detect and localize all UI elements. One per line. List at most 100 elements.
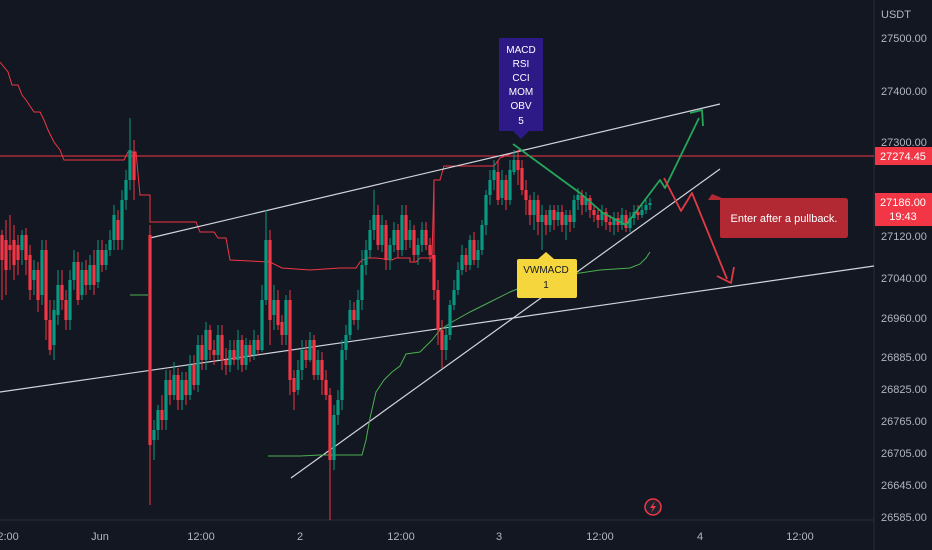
- candle-body: [168, 380, 172, 395]
- candle-body: [332, 415, 336, 460]
- candle-body: [272, 300, 276, 315]
- price-tick-label: 26765.00: [881, 416, 927, 428]
- candle-body: [544, 215, 548, 225]
- candle-body: [72, 262, 76, 280]
- candle-body: [132, 152, 136, 180]
- flash-icon[interactable]: [644, 498, 662, 516]
- candle-body: [628, 218, 632, 228]
- current-price-label: 27186.00 19:43: [875, 193, 932, 226]
- candle-body: [248, 345, 252, 355]
- candle-body: [216, 335, 220, 355]
- candle-body: [112, 215, 116, 240]
- candle-body: [364, 250, 368, 265]
- candle-body: [8, 245, 12, 250]
- candle-body: [432, 255, 436, 290]
- candle-body: [300, 350, 304, 370]
- time-tick-label: 12:00: [187, 531, 215, 543]
- price-tick-label: 27120.00: [881, 231, 927, 243]
- candle-body: [516, 160, 520, 170]
- pullback-note: Enter after a pullback.: [708, 194, 848, 238]
- candle-body: [108, 240, 112, 250]
- candle-body: [584, 198, 588, 205]
- stop-line-layer: [0, 61, 521, 271]
- candle-body: [648, 203, 652, 205]
- candle-body: [232, 350, 236, 360]
- candle-body: [612, 218, 616, 225]
- price-tick-label: 26960.00: [881, 313, 927, 325]
- candle-body: [268, 240, 272, 320]
- candle-body: [396, 230, 400, 250]
- candle-body: [512, 160, 516, 172]
- candle-body: [240, 340, 244, 365]
- indicator-label: MACD: [506, 45, 535, 56]
- candle-body: [104, 250, 108, 265]
- candle-body: [184, 380, 188, 395]
- candle-body: [348, 310, 352, 335]
- candle-body: [200, 345, 204, 360]
- candle-body: [644, 205, 648, 210]
- price-tick-label: 26585.00: [881, 512, 927, 524]
- green-arrow-path: [512, 143, 581, 194]
- candle-body: [160, 410, 164, 420]
- candle-body: [52, 310, 56, 345]
- rising-support-line: [290, 168, 721, 479]
- candle-body: [172, 375, 176, 395]
- candle-body: [0, 235, 4, 260]
- candle-body: [208, 330, 212, 350]
- candle-body: [212, 350, 216, 355]
- candle-body: [156, 410, 160, 430]
- candle-body: [32, 270, 36, 280]
- price-tick-label: 26825.00: [881, 384, 927, 396]
- candle-body: [620, 215, 624, 225]
- candle-body: [496, 172, 500, 200]
- candle-body: [508, 170, 512, 200]
- time-tick-label: Jun: [91, 531, 109, 543]
- time-tick-label: 12:00: [0, 531, 19, 543]
- candle-body: [320, 360, 324, 380]
- indicator-label: OBV: [510, 101, 531, 112]
- upper-channel-line: [149, 103, 721, 239]
- trailing-stop-line: [0, 61, 521, 271]
- candle-body: [20, 235, 24, 250]
- candle-body: [596, 215, 600, 220]
- candle-body: [528, 200, 532, 215]
- candle-body: [484, 195, 488, 225]
- candle-body: [352, 310, 356, 320]
- price-tick-label: 26705.00: [881, 448, 927, 460]
- candle-body: [452, 290, 456, 305]
- candle-body: [340, 350, 344, 400]
- candle-body: [592, 210, 596, 215]
- time-tick-label: 3: [496, 531, 502, 543]
- candle-body: [568, 215, 572, 222]
- candle-body: [428, 245, 432, 255]
- candle-body: [252, 340, 256, 355]
- price-axis[interactable]: USDT 27500.0027400.0027300.0027200.00271…: [881, 9, 927, 524]
- price-tick-label: 26645.00: [881, 480, 927, 492]
- time-tick-label: 4: [697, 531, 703, 543]
- price-tick-label: 27040.00: [881, 273, 927, 285]
- candle-body: [588, 198, 592, 210]
- candle-body: [416, 245, 420, 255]
- candle-body: [552, 210, 556, 220]
- candle-body: [292, 378, 296, 392]
- candle-body: [244, 345, 248, 365]
- red-arrow-path: [663, 177, 728, 280]
- indicator-label: MOM: [509, 87, 533, 98]
- candle-body: [536, 200, 540, 222]
- time-axis[interactable]: 12:00 Jun 12:00 2 12:00 3 12:00 4 12:00: [0, 531, 814, 543]
- indicator-count: 5: [518, 116, 524, 127]
- candle-body: [420, 230, 424, 245]
- candle-body: [56, 285, 60, 315]
- candle-body: [180, 380, 184, 400]
- candle-body: [580, 195, 584, 205]
- candle-body: [480, 225, 484, 250]
- supertrend-layer: [130, 251, 651, 457]
- candle-body: [204, 330, 208, 360]
- candle-body: [368, 230, 372, 250]
- candle-body: [380, 225, 384, 245]
- candle-body: [96, 250, 100, 282]
- candle-body: [116, 220, 120, 240]
- candle-body: [264, 240, 268, 300]
